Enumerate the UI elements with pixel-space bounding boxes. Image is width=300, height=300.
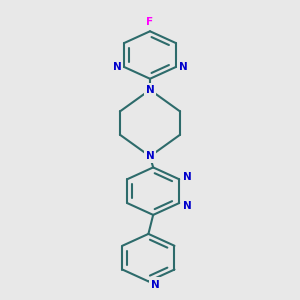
Text: F: F: [146, 17, 154, 27]
Text: N: N: [151, 280, 160, 290]
Text: N: N: [112, 62, 122, 72]
Text: N: N: [183, 201, 191, 211]
Text: N: N: [183, 172, 191, 182]
Text: N: N: [178, 62, 188, 72]
Text: N: N: [146, 151, 154, 161]
Text: N: N: [146, 85, 154, 95]
